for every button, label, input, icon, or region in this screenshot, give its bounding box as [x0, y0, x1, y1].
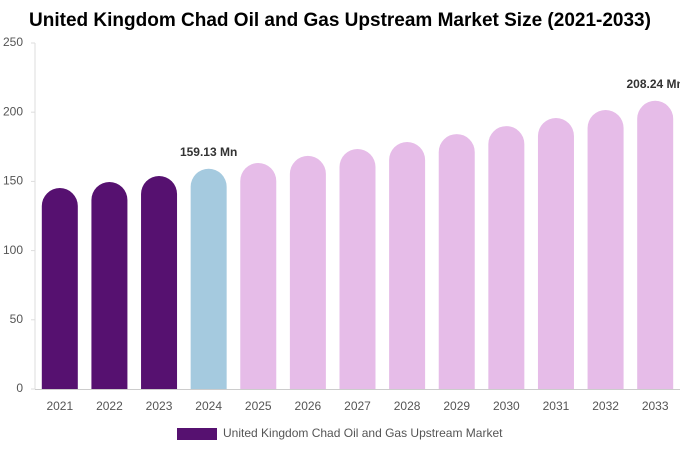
bar — [91, 181, 128, 389]
y-tick-label: 0 — [16, 381, 23, 395]
x-tick-label: 2028 — [394, 399, 421, 413]
bar — [438, 134, 475, 389]
y-tick-label: 100 — [3, 243, 23, 257]
x-tick-label: 2023 — [146, 399, 173, 413]
y-tick-label: 200 — [3, 104, 23, 118]
x-tick-label: 2027 — [344, 399, 371, 413]
x-tick-label: 2033 — [642, 399, 669, 413]
y-tick-label: 50 — [10, 312, 24, 326]
y-tick-label: 250 — [3, 35, 23, 49]
value-label: 208.24 Mn — [627, 77, 680, 91]
bar — [389, 141, 426, 389]
legend-swatch — [177, 428, 217, 440]
x-tick-label: 2032 — [592, 399, 619, 413]
x-tick-label: 2021 — [46, 399, 73, 413]
x-tick-label: 2024 — [195, 399, 222, 413]
x-tick-label: 2025 — [245, 399, 272, 413]
x-tick-label: 2022 — [96, 399, 123, 413]
bar — [190, 168, 227, 389]
x-tick-label: 2026 — [295, 399, 322, 413]
x-tick-label: 2031 — [543, 399, 570, 413]
bar — [537, 118, 574, 389]
bar — [488, 126, 525, 389]
bar — [141, 176, 178, 389]
bar — [240, 162, 277, 389]
y-tick-label: 150 — [3, 174, 23, 188]
bar — [289, 155, 326, 389]
bar — [339, 149, 376, 389]
chart-title: United Kingdom Chad Oil and Gas Upstream… — [29, 10, 651, 31]
x-tick-label: 2030 — [493, 399, 520, 413]
value-label: 159.13 Mn — [180, 145, 237, 159]
bar — [637, 100, 674, 389]
x-tick-label: 2029 — [443, 399, 470, 413]
bar — [587, 109, 624, 390]
legend-label: United Kingdom Chad Oil and Gas Upstream… — [223, 426, 503, 440]
bar — [41, 188, 78, 389]
